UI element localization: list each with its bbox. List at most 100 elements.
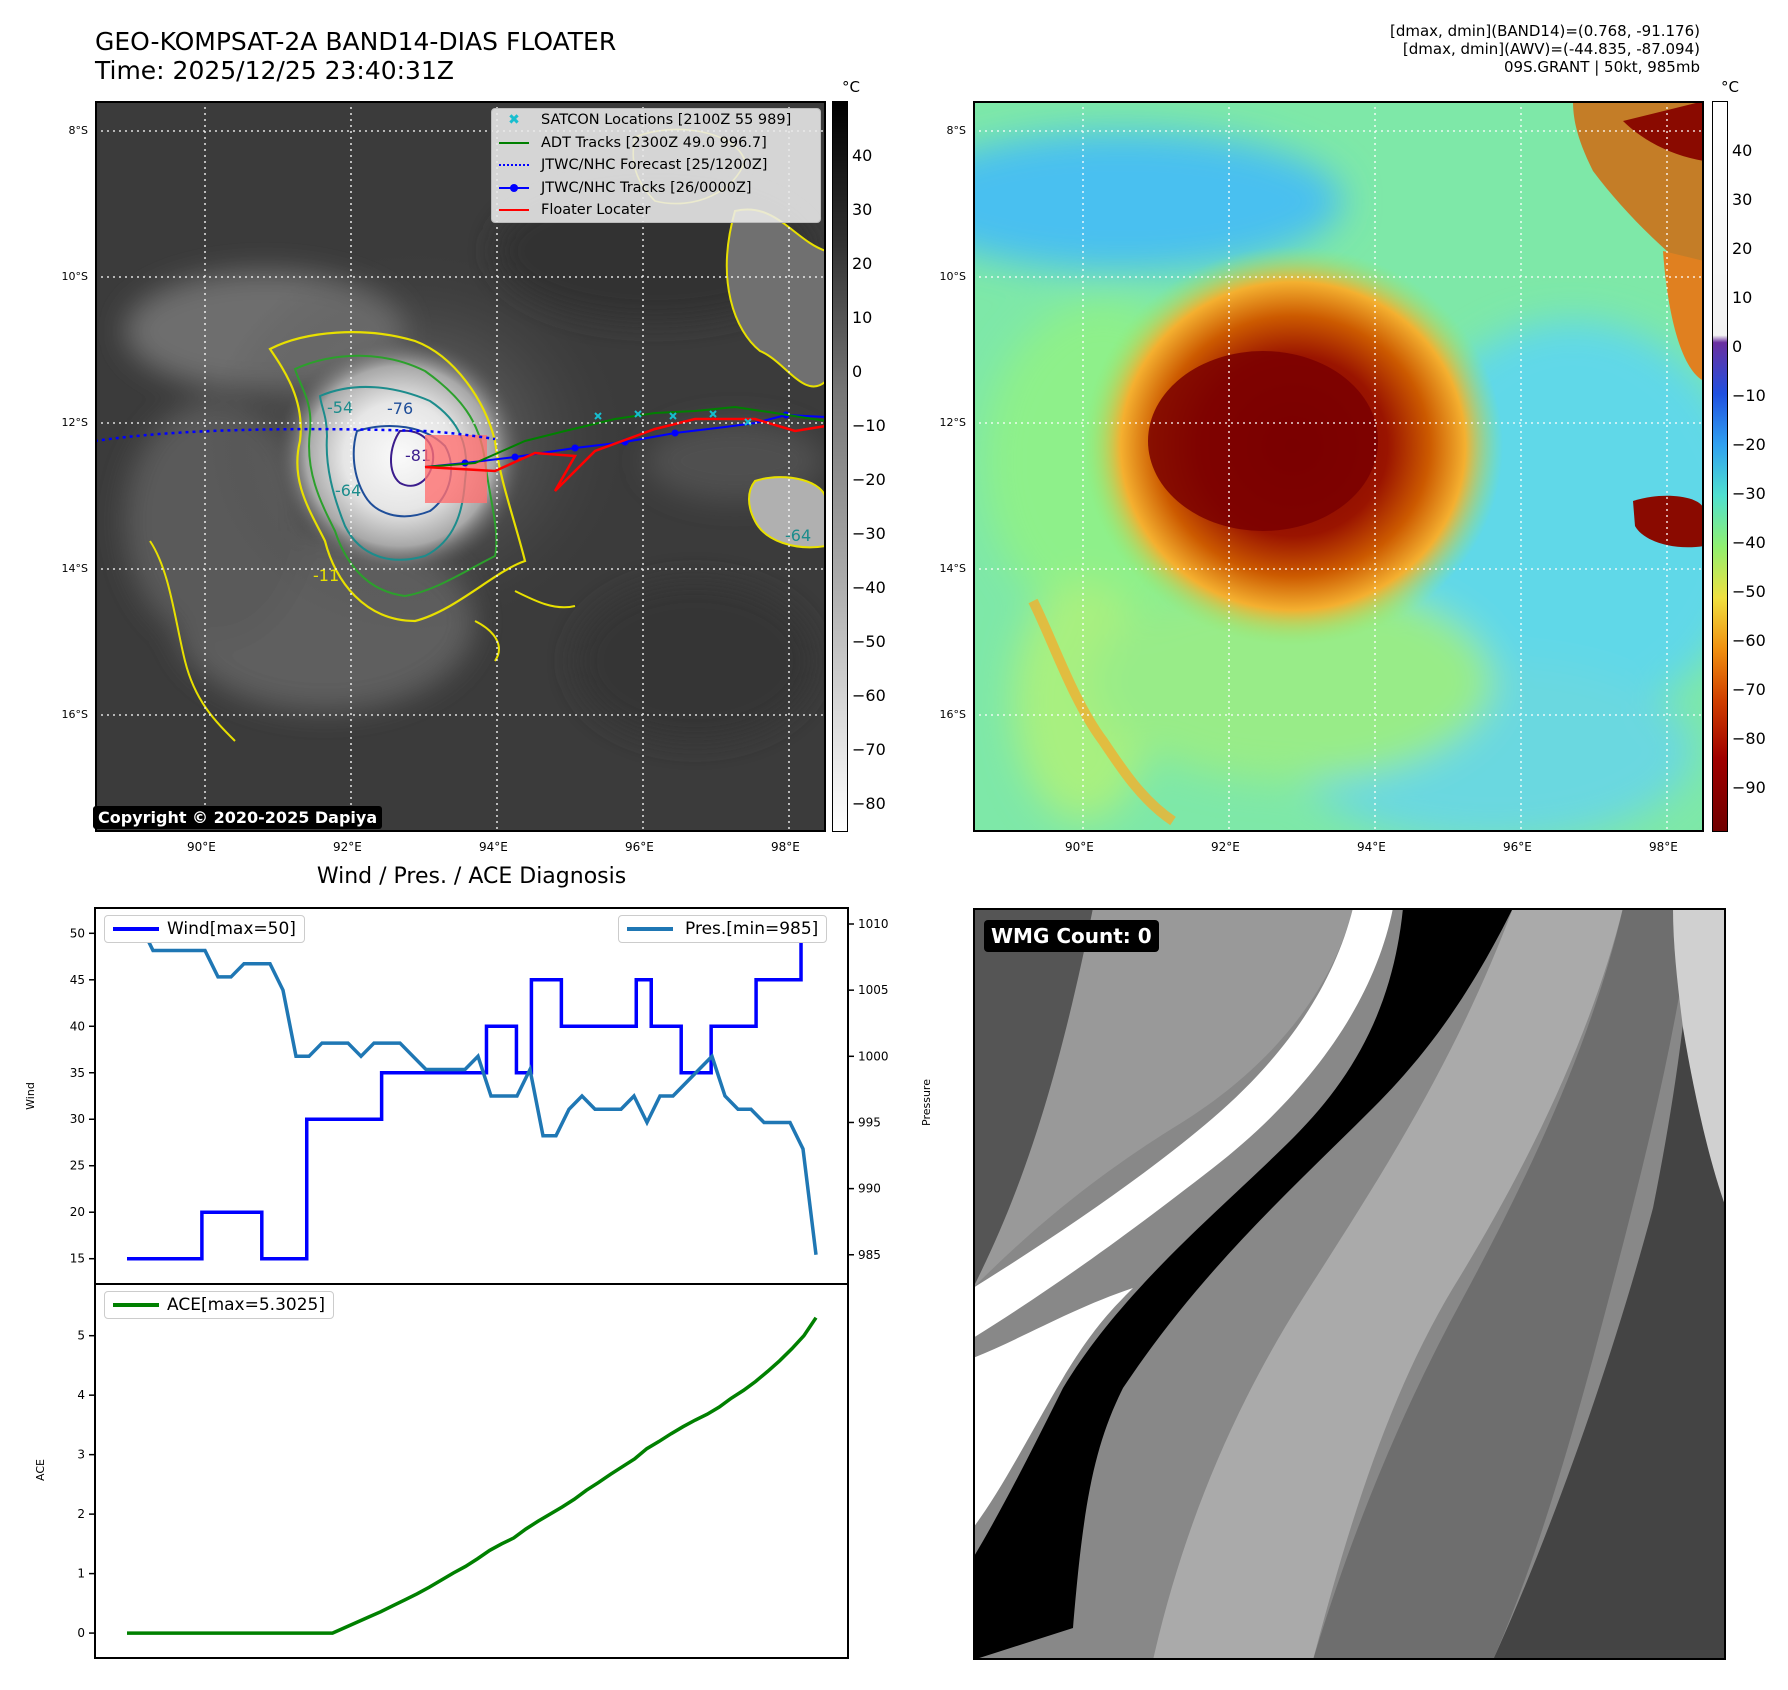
lat-label: 10°S — [61, 270, 88, 283]
contour-label: -76 — [387, 399, 413, 418]
cbar-tick: −80 — [852, 794, 886, 813]
wind-legend: Wind[max=50] — [104, 915, 305, 943]
line-icon — [113, 927, 159, 931]
lat-label: 14°S — [939, 562, 966, 575]
storm-info: [dmax, dmin](BAND14)=(0.768, -91.176) [d… — [1390, 22, 1700, 76]
cbar-tick: 0 — [1732, 337, 1743, 356]
ace-tick-label: 4 — [77, 1388, 85, 1402]
ace-tick-label: 5 — [77, 1329, 85, 1343]
contour-green — [293, 354, 498, 598]
cbar-tick: 20 — [852, 254, 873, 273]
color-map — [903, 101, 1753, 841]
colorbar-ir-unit: °C — [842, 78, 860, 96]
cbar-tick: −20 — [852, 470, 886, 489]
cbar-tick: −70 — [1732, 680, 1766, 699]
wmg-band-light — [1153, 908, 1623, 1660]
legend-item-forecast: JTWC/NHC Forecast [25/1200Z] — [492, 154, 820, 177]
satcon-markers — [594, 410, 752, 426]
wmg-band-dark-left — [973, 908, 1093, 1288]
lon-label: 96°E — [625, 840, 654, 854]
ir-map-panel: -54 -76 -64 -81 -64 -11 — [94, 101, 827, 832]
chart-title: Wind / Pres. / ACE Diagnosis — [316, 864, 627, 889]
pressure-tick-label: 990 — [858, 1182, 881, 1196]
legend-item-satcon: ✖ SATCON Locations [2100Z 55 989] — [492, 109, 820, 132]
contour-purple — [390, 429, 435, 487]
wind-tick-label: 20 — [70, 1205, 85, 1219]
wind-tick-label: 25 — [70, 1159, 85, 1173]
cbar-tick: −60 — [852, 686, 886, 705]
lon-label: 92°E — [333, 840, 362, 854]
cbar-tick: −10 — [1732, 386, 1766, 405]
ace-tick-label: 2 — [77, 1507, 85, 1521]
wmg-band-white-lower — [973, 1288, 1133, 1528]
color-lat-labels: 8°S 10°S 12°S 14°S 16°S — [918, 101, 970, 832]
ace-series-line — [127, 1316, 818, 1635]
pressure-tick-label: 985 — [858, 1248, 881, 1262]
wmg-panel — [973, 908, 1726, 1660]
ir-map-frame — [95, 101, 826, 832]
legend-item-floater: Floater Locater — [492, 199, 820, 222]
cbar-tick: 10 — [852, 308, 873, 327]
color-rainband — [1028, 598, 1176, 826]
lon-label: 98°E — [771, 840, 800, 854]
copyright-badge: Copyright © 2020-2025 Dapiya — [93, 806, 383, 829]
ace-legend: ACE[max=5.3025] — [104, 1291, 334, 1319]
jtwc-track-line — [424, 413, 827, 468]
info-awv-range: [dmax, dmin](AWV)=(-44.835, -87.094) — [1402, 40, 1700, 58]
line-icon — [627, 927, 673, 931]
contour-teal — [318, 386, 468, 561]
legend-label: Floater Locater — [541, 202, 651, 219]
ir-map: -54 -76 -64 -81 -64 -11 — [94, 101, 827, 832]
cbar-tick: −60 — [1732, 631, 1766, 650]
wind-tick-label: 40 — [70, 1019, 85, 1033]
lat-label: 8°S — [946, 124, 966, 137]
pressure-tick-label: 1000 — [858, 1049, 889, 1063]
wind-series-line — [127, 931, 816, 1261]
lat-label: 12°S — [61, 416, 88, 429]
colorbar-ir-ticks: 40 30 20 10 0 −10 −20 −30 −40 −50 −60 −7… — [852, 101, 912, 832]
lat-label: 16°S — [61, 708, 88, 721]
solid-line-icon — [499, 209, 529, 212]
wmg-band-black — [973, 908, 1513, 1660]
color-storm-core — [1148, 351, 1378, 531]
wind-tick-label: 35 — [70, 1066, 85, 1080]
cbar-tick: −50 — [1732, 582, 1766, 601]
cbar-tick: 0 — [852, 362, 863, 381]
colorbar-band14 — [1712, 101, 1728, 832]
contour-right-top — [725, 208, 827, 388]
ace-axis-label: ACE — [34, 1459, 47, 1481]
legend-item-tracks: JTWC/NHC Tracks [26/0000Z] — [492, 177, 820, 200]
colorbar-band14-ticks: 40 30 20 10 0 −10 −20 −30 −40 −50 −60 −7… — [1732, 101, 1787, 832]
legend-label: SATCON Locations [2100Z 55 989] — [541, 112, 792, 129]
contour-label: -81 — [405, 446, 431, 465]
cbar-tick: 40 — [1732, 141, 1753, 160]
pressure-tick-label: 1010 — [858, 917, 889, 931]
pressure-tick-label: 995 — [858, 1115, 881, 1129]
pressure-tick-label: 1005 — [858, 983, 889, 997]
ace-legend-label: ACE[max=5.3025] — [167, 1295, 325, 1315]
ir-storm-core — [275, 336, 525, 576]
color-gridlines — [973, 101, 1704, 832]
top-chart-frame — [94, 907, 849, 1285]
cbar-tick: −50 — [852, 632, 886, 651]
wmg-band-dark-right — [1493, 908, 1726, 1660]
wind-tick-label: 15 — [70, 1252, 85, 1266]
ace-chart: 0 1 2 3 4 5 — [77, 1283, 849, 1659]
color-map-panel — [903, 101, 1753, 841]
wmg-count-badge: WMG Count: 0 — [984, 920, 1159, 952]
contour-yellow — [268, 331, 527, 623]
contour-label: -64 — [335, 481, 361, 500]
wind-axis-label: Wind — [24, 1082, 37, 1110]
pressure-axis-label: Pressure — [920, 1079, 933, 1126]
contour-scatter — [149, 540, 576, 742]
lat-label: 8°S — [68, 124, 88, 137]
cbar-tick: −20 — [1732, 435, 1766, 454]
bottom-chart-frame — [94, 1283, 849, 1659]
cbar-tick: −80 — [1732, 729, 1766, 748]
cbar-tick: −10 — [852, 416, 886, 435]
lon-label: 96°E — [1503, 840, 1532, 854]
wmg-band-pale — [1673, 908, 1726, 1208]
wmg-image — [973, 908, 1726, 1660]
pressure-legend-label: Pres.[min=985] — [685, 919, 819, 939]
dotted-line-icon — [499, 164, 529, 167]
